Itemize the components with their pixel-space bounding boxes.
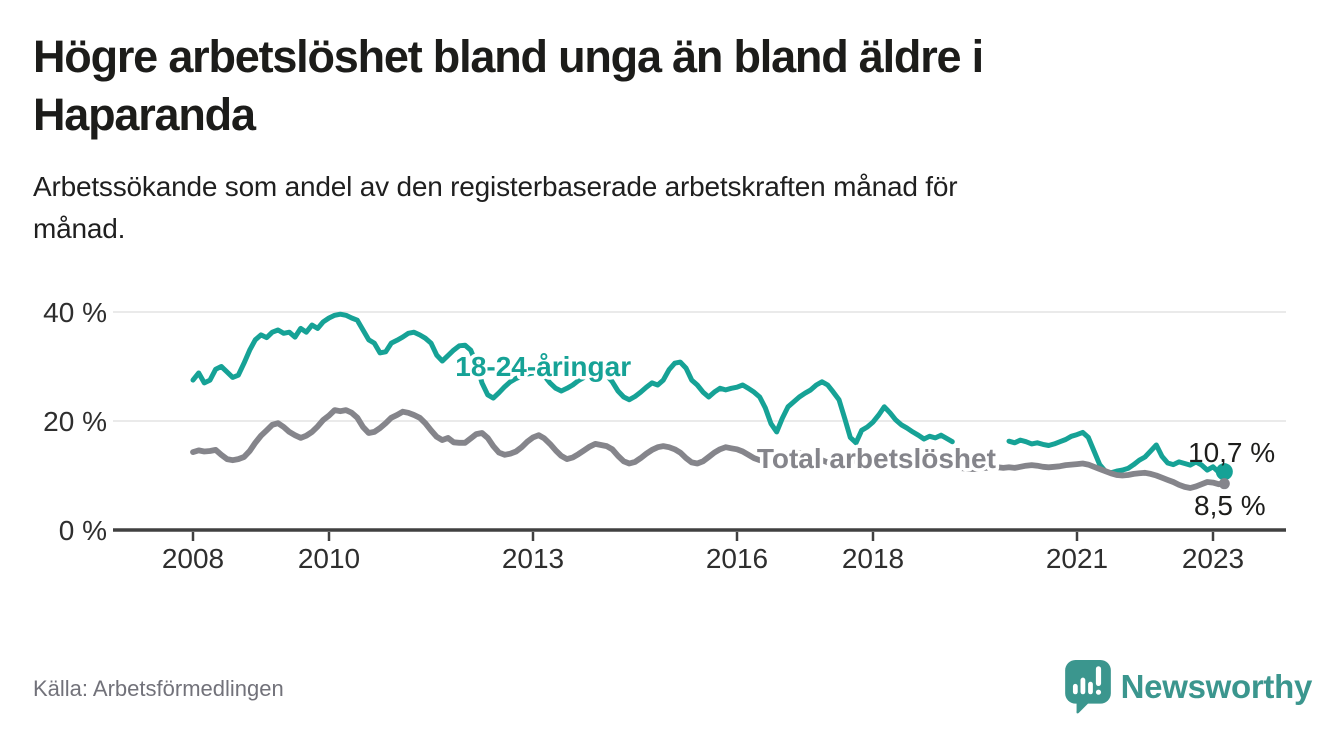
x-tick-label: 2010 — [298, 543, 360, 574]
x-tick-label: 2013 — [502, 543, 564, 574]
x-axis-labels: 2008 2010 2013 2016 2018 2021 2023 — [162, 543, 1244, 574]
newsworthy-logo: Newsworthy — [1064, 658, 1312, 716]
total-end-dot — [1218, 478, 1230, 490]
x-tick-label: 2008 — [162, 543, 224, 574]
x-tick-label: 2021 — [1046, 543, 1108, 574]
youth-end-value-label: 10,7 % — [1188, 437, 1275, 468]
total-line — [190, 407, 1228, 491]
newsworthy-wordmark: Newsworthy — [1120, 668, 1313, 705]
source-note: Källa: Arbetsförmedlingen — [33, 676, 284, 701]
total-end-value-label: 8,5 % — [1194, 490, 1266, 521]
x-tick-label: 2023 — [1182, 543, 1244, 574]
page-title: Högre arbetslöshet bland unga än bland ä… — [33, 28, 1213, 143]
page-title-line1: Högre arbetslöshet bland unga än bland ä… — [33, 31, 984, 82]
y-tick-label: 20 % — [43, 406, 107, 437]
youth-end-dot — [1215, 463, 1233, 481]
total-series-label: Total arbetslöshet — [757, 443, 996, 474]
gridlines — [113, 311, 1286, 422]
youth-line — [190, 311, 1227, 476]
data-series — [190, 311, 1233, 491]
y-tick-label: 40 % — [43, 297, 107, 328]
y-axis-labels: 0 % 20 % 40 % — [43, 297, 107, 546]
page-title-line2: Haparanda — [33, 88, 256, 140]
x-tick-label: 2016 — [706, 543, 768, 574]
page-subtitle-line1: Arbetssökande som andel av den registerb… — [33, 171, 958, 202]
x-axis — [113, 528, 1286, 541]
youth-series-label: 18-24-åringar — [455, 351, 631, 382]
page-subtitle-line2: månad. — [33, 213, 126, 244]
y-tick-label: 0 % — [59, 515, 107, 546]
x-tick-label: 2018 — [842, 543, 904, 574]
page-subtitle: Arbetssökande som andel av den registerb… — [33, 166, 1233, 250]
speech-bubble-bar-chart-icon — [1064, 660, 1111, 714]
